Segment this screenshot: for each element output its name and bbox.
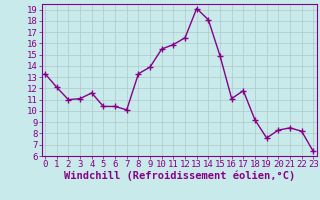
X-axis label: Windchill (Refroidissement éolien,°C): Windchill (Refroidissement éolien,°C) (64, 171, 295, 181)
